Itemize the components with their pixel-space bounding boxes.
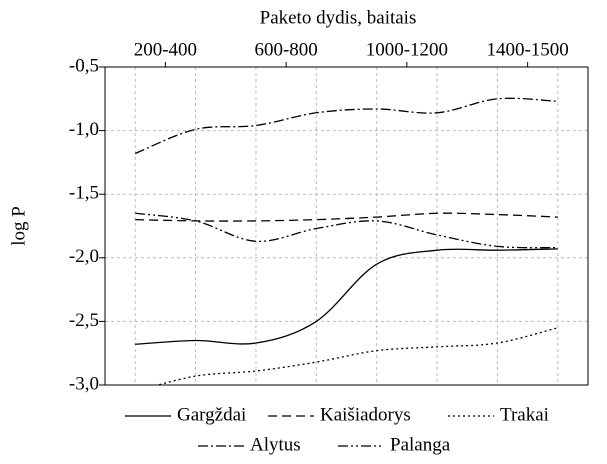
series-line — [134, 97, 558, 155]
series-line — [135, 248, 558, 345]
y-axis-title: log P — [8, 206, 29, 246]
series-line — [135, 212, 558, 222]
series-line — [135, 212, 558, 249]
y-tick-label: -0,5 — [69, 55, 99, 76]
y-tick-label: -2,0 — [69, 246, 99, 267]
legend-label: Gargždai — [177, 404, 246, 425]
y-tick-label: -1,5 — [69, 183, 99, 204]
plot-area — [134, 97, 558, 385]
legend-label: Alytus — [250, 434, 301, 455]
y-tick-label: -2,5 — [69, 310, 99, 331]
legend-label: Palanga — [390, 434, 451, 455]
series-line — [155, 327, 558, 385]
x-axis-title: Paketo dydis, baitais — [260, 7, 417, 28]
x-tick-label: 600-800 — [254, 39, 317, 60]
x-tick-label: 200-400 — [134, 39, 197, 60]
legend-label: Kaišiadorys — [320, 404, 411, 425]
x-tick-label: 1400-1500 — [486, 39, 568, 60]
plot-frame — [104, 66, 589, 386]
y-tick-label: -3,0 — [69, 373, 99, 394]
legend-label: Trakai — [500, 404, 549, 425]
x-tick-label: 1000-1200 — [366, 39, 448, 60]
y-tick-label: -1,0 — [69, 119, 99, 140]
